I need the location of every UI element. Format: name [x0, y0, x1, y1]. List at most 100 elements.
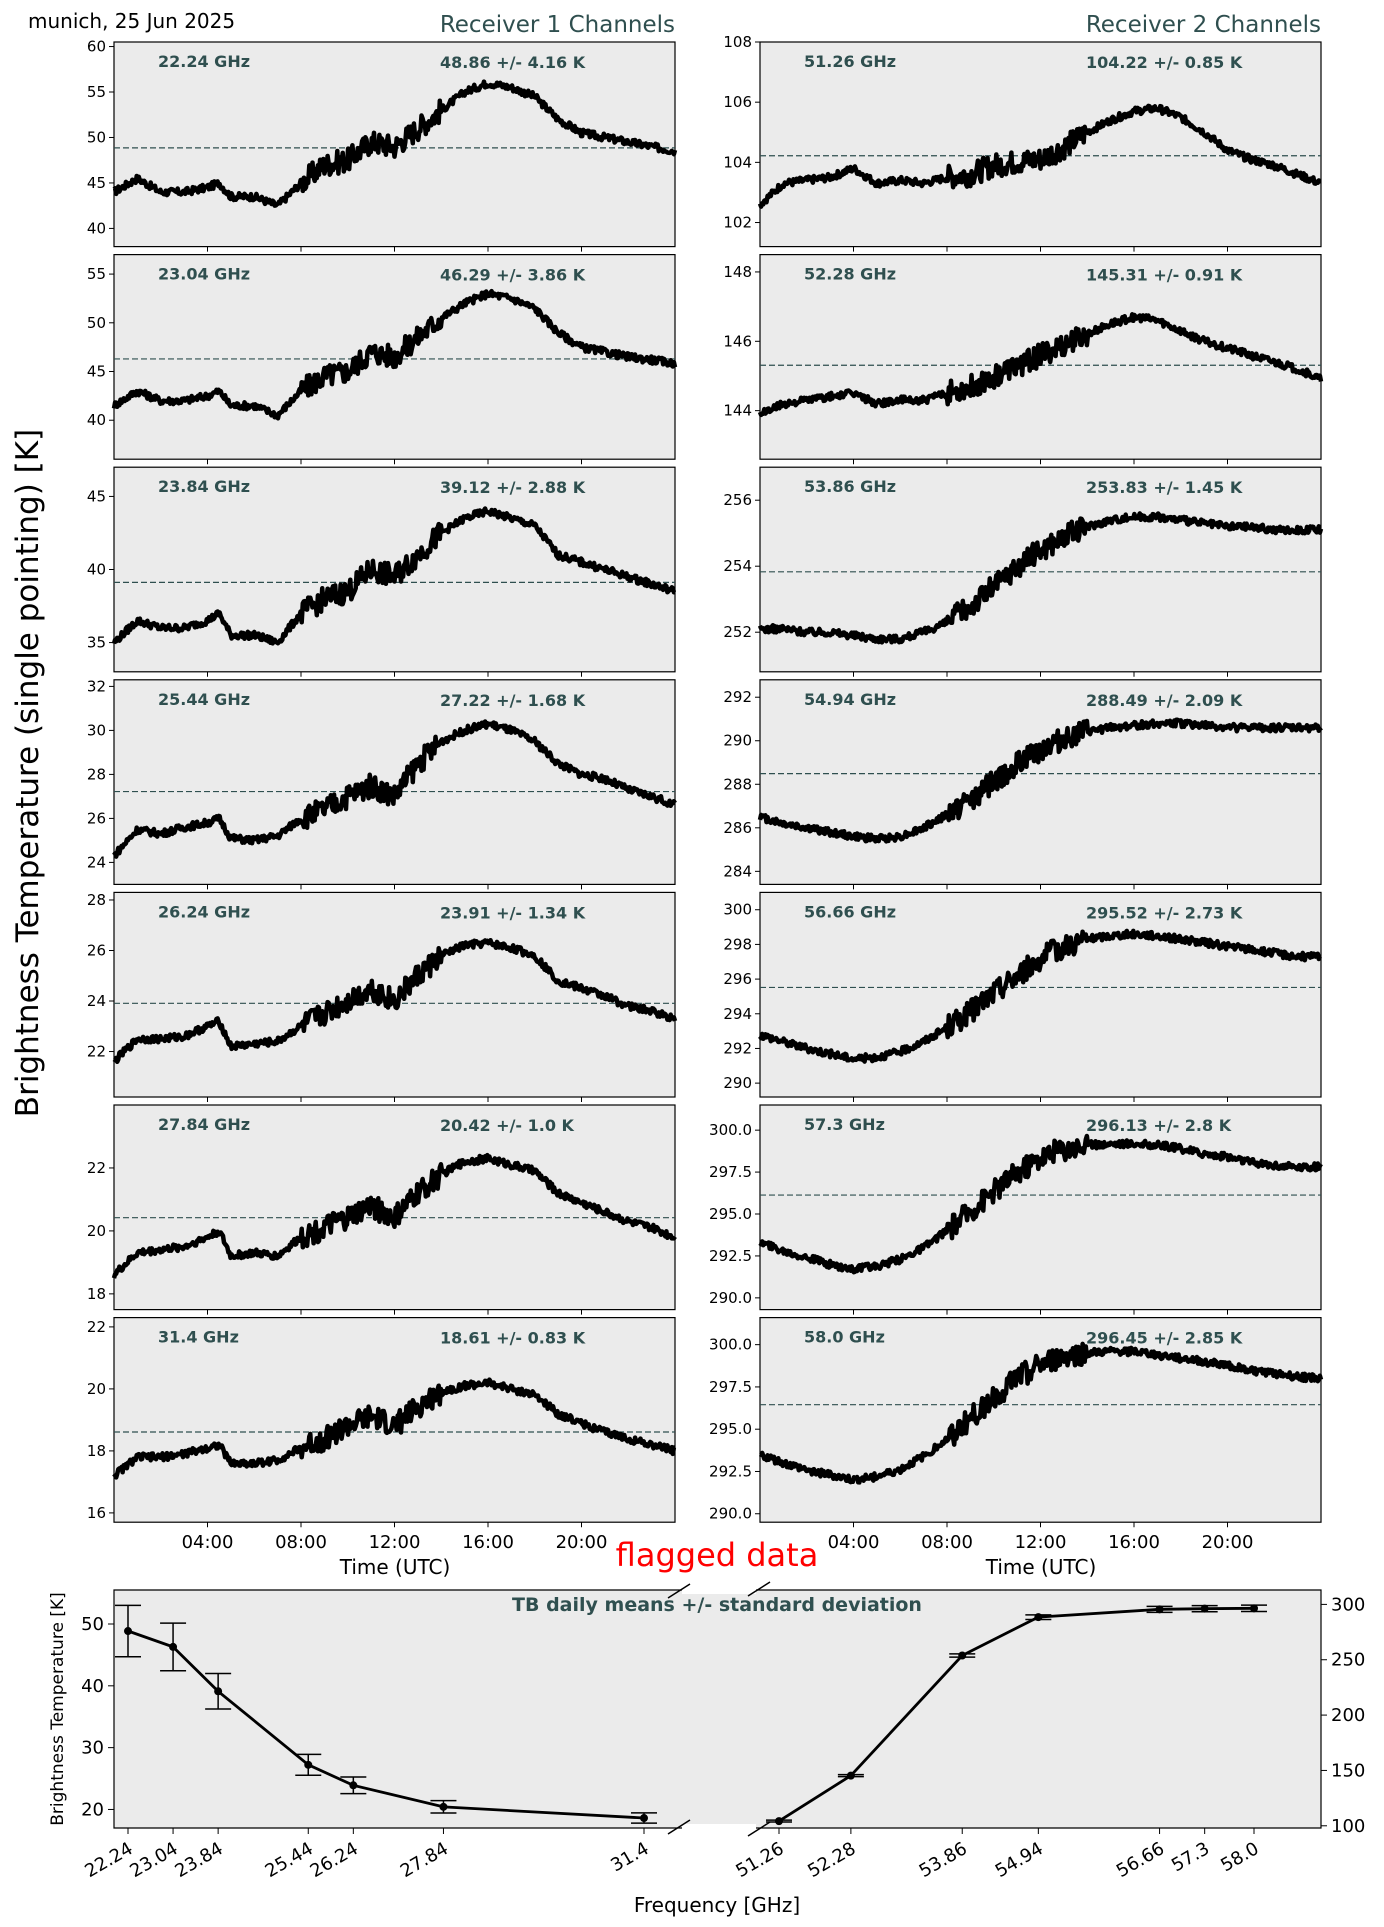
panel-r1-4: 22 24 26 28 26.24 GHz 23.91 +/- 1.34 K	[87, 891, 678, 1102]
time-tick-label: 12:00	[1015, 1532, 1067, 1553]
location-date: munich, 25 Jun 2025	[28, 9, 235, 33]
time-tick-label: 16:00	[462, 1532, 514, 1553]
right-mean-point	[1155, 1605, 1164, 1614]
y-tick-label: 284	[723, 862, 752, 880]
time-axis-label-right: Time (UTC)	[985, 1555, 1097, 1579]
y-tick-label: 24	[87, 853, 106, 871]
y-tick-label: 292	[723, 688, 752, 706]
panel-r1-5: 18 20 22 27.84 GHz 20.42 +/- 1.0 K	[87, 1104, 677, 1315]
stat-label: 253.83 +/- 1.45 K	[1086, 478, 1243, 497]
y-tick-label: 40	[87, 561, 106, 579]
frequency-axis-label: Frequency [GHz]	[634, 1893, 800, 1917]
right-mean-point	[775, 1817, 783, 1826]
left-y-tick-label: 50	[81, 1614, 104, 1635]
stat-label: 39.12 +/- 2.88 K	[440, 478, 586, 497]
stat-label: 145.31 +/- 0.91 K	[1086, 266, 1243, 285]
y-tick-label: 26	[87, 941, 106, 959]
left-mean-point	[124, 1627, 132, 1636]
y-tick-label: 32	[87, 677, 106, 695]
y-tick-label: 35	[87, 634, 106, 652]
y-tick-label: 40	[87, 411, 106, 429]
right-mean-point	[958, 1651, 967, 1660]
y-tick-label: 104	[723, 153, 752, 171]
time-tick-label: 08:00	[275, 1532, 327, 1553]
right-mean-point	[846, 1771, 855, 1780]
series-line	[757, 103, 1323, 209]
time-tick-label: 04:00	[182, 1532, 234, 1553]
time-series-panels: 40 45 50 55 60 22.24 GHz 48.86 +/- 4.16 K 40 45 5…	[87, 33, 1324, 1528]
y-tick-label: 22	[87, 1318, 106, 1336]
y-tick-label: 295.0	[709, 1205, 752, 1223]
panel-r1-1: 40 45 50 55 23.04 GHz 46.29 +/- 3.86 K	[87, 254, 678, 465]
stat-label: 46.29 +/- 3.86 K	[440, 266, 586, 285]
y-tick-label: 256	[723, 491, 752, 509]
time-tick-label: 20:00	[1202, 1532, 1254, 1553]
left-mean-point	[349, 1781, 358, 1790]
y-tick-label: 50	[87, 128, 106, 146]
left-y-tick-label: 30	[81, 1738, 104, 1759]
frequency-label: 22.24 GHz	[158, 52, 250, 71]
frequency-label: 54.94 GHz	[804, 690, 896, 709]
right-mean-point	[1034, 1613, 1043, 1622]
stat-label: 296.45 +/- 2.85 K	[1086, 1329, 1243, 1348]
y-tick-label: 22	[87, 1043, 106, 1061]
flagged-data-label: flagged data	[616, 1536, 819, 1574]
series-line	[112, 719, 677, 859]
panel-frame	[759, 466, 1322, 673]
left-mean-point	[214, 1687, 223, 1696]
y-tick-label: 16	[87, 1504, 106, 1522]
frequency-label: 31.4 GHz	[158, 1328, 239, 1347]
time-tick-label: 16:00	[1108, 1532, 1160, 1553]
y-tick-label: 45	[87, 363, 106, 381]
y-tick-label: 20	[87, 1380, 106, 1398]
left-mean-point	[439, 1802, 448, 1811]
series-line	[758, 1341, 1324, 1485]
y-tick-label: 20	[87, 1222, 106, 1240]
y-tick-label: 40	[87, 219, 106, 237]
axis-break-mark	[667, 1583, 691, 1599]
y-tick-label: 146	[723, 332, 752, 350]
left-frame	[113, 1589, 682, 1829]
y-tick-label: 28	[87, 891, 106, 909]
right-y-tick-label: 100	[1331, 1816, 1365, 1837]
right-x-tick-label: 53.86	[916, 1838, 971, 1882]
left-x-tick-label: 27.84	[397, 1838, 452, 1882]
right-x-tick-label: 56.66	[1113, 1838, 1168, 1882]
right-mean-point	[1250, 1604, 1258, 1613]
panel-r1-2: 35 40 45 23.84 GHz 39.12 +/- 2.88 K	[87, 466, 677, 677]
right-y-tick-label: 150	[1331, 1760, 1365, 1781]
series-line	[112, 1377, 677, 1480]
time-axis-label-left: Time (UTC)	[339, 1555, 451, 1579]
daily-means-y-label: Brightness Temperature [K]	[48, 1592, 68, 1825]
time-axis-left: 04:00 08:00 12:00 16:00 20:00 Time (UTC)	[182, 1532, 608, 1579]
series-line	[758, 928, 1323, 1064]
panel-r2-2: 252 254 256 53.86 GHz 253.83 +/- 1.45 K	[723, 466, 1324, 677]
y-tick-label: 290	[723, 1074, 752, 1092]
y-tick-label: 254	[723, 557, 752, 575]
series-line	[111, 288, 678, 421]
right-y-tick-label: 250	[1331, 1650, 1365, 1671]
left-plot-area	[114, 1590, 682, 1828]
daily-means-chart: TB daily means +/- standard deviation Bri…	[48, 1581, 1365, 1917]
y-tick-label: 55	[87, 83, 106, 101]
y-tick-label: 292.5	[709, 1462, 752, 1480]
left-x-tick-label: 31.4	[607, 1838, 652, 1876]
receiver1-title: Receiver 1 Channels	[440, 12, 675, 38]
series-line	[112, 937, 678, 1065]
series-line	[111, 506, 677, 646]
time-tick-label: 20:00	[556, 1532, 608, 1553]
y-tick-label: 286	[723, 819, 752, 837]
stat-label: 296.13 +/- 2.8 K	[1086, 1116, 1232, 1135]
left-x-tick-label: 22.24	[81, 1838, 136, 1882]
right-x-tick-label: 52.28	[804, 1838, 859, 1882]
left-mean-point	[640, 1814, 648, 1823]
panel-r2-1: 144 146 148 52.28 GHz 145.31 +/- 0.91 K	[723, 254, 1324, 465]
axis-break-mark	[667, 1819, 691, 1835]
y-tick-label: 102	[723, 214, 752, 232]
y-tick-label: 45	[87, 487, 106, 505]
right-y-tick-label: 300	[1331, 1594, 1365, 1615]
y-tick-label: 24	[87, 992, 106, 1010]
time-axis-right: 04:00 08:00 12:00 16:00 20:00 Time (UTC)	[828, 1532, 1254, 1579]
frequency-label: 58.0 GHz	[804, 1328, 885, 1347]
axis-break-mark	[747, 1581, 771, 1597]
